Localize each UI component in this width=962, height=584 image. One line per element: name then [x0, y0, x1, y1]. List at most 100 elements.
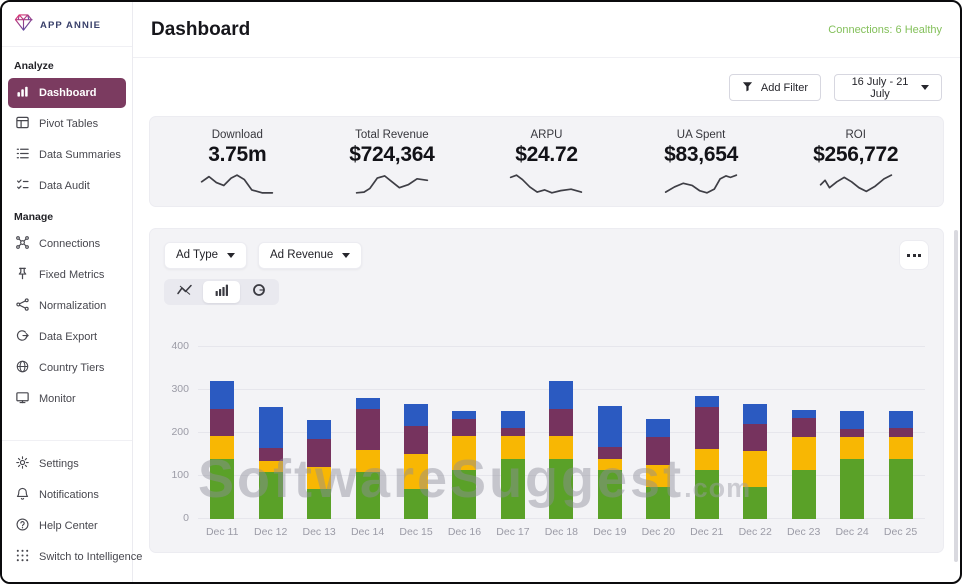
sparkline	[355, 175, 429, 194]
x-tick-label: Dec 18	[544, 526, 579, 538]
bar-dec-21	[694, 396, 719, 519]
sidebar-item-label: Help Center	[39, 520, 98, 532]
y-tick-label: 400	[171, 340, 189, 352]
caret-down-icon	[227, 252, 235, 258]
kpi-card-roi: ROI $256,772	[778, 129, 933, 198]
sidebar-item-switch-to-intelligence[interactable]: Switch to Intelligence	[8, 542, 142, 572]
blue-segment	[743, 403, 768, 424]
scrollbar[interactable]	[954, 230, 958, 562]
blue-segment	[210, 381, 235, 409]
kpi-value: $83,654	[664, 143, 738, 166]
x-axis: Dec 11 Dec 12 Dec 13 Dec 14 Dec 15 Dec 16 Dec …	[198, 519, 929, 542]
sidebar-item-label: Pivot Tables	[39, 118, 99, 130]
yellow-segment	[888, 437, 913, 459]
bar-chart-icon	[215, 283, 229, 301]
more-menu-button[interactable]	[899, 240, 929, 270]
sidebar-item-data-export[interactable]: Data Export	[8, 322, 126, 352]
blue-segment	[597, 406, 622, 447]
bar-dec-13	[307, 420, 332, 519]
yellow-segment	[500, 436, 525, 459]
x-tick-label: Dec 14	[350, 526, 385, 538]
view-toggle-line[interactable]	[166, 281, 203, 303]
purple-segment	[597, 446, 622, 459]
sidebar-item-label: Country Tiers	[39, 362, 105, 374]
blue-segment	[258, 407, 283, 449]
caret-down-icon	[342, 252, 351, 258]
add-filter-button[interactable]: Add Filter	[728, 74, 821, 101]
view-toggle-donut[interactable]	[240, 281, 277, 303]
sidebar-item-help-center[interactable]: Help Center	[8, 511, 126, 541]
x-tick-label: Dec 17	[496, 526, 530, 538]
kpi-value: $724,364	[349, 143, 435, 166]
filter-icon	[742, 81, 753, 95]
blue-segment	[694, 396, 719, 408]
sidebar-item-monitor[interactable]: Monitor	[8, 384, 126, 414]
kpi-card-total-revenue: Total Revenue $724,364	[315, 129, 470, 198]
x-tick-label: Dec 24	[835, 526, 869, 538]
brand-text: APP ANNIE	[40, 19, 102, 31]
sidebar-item-label: Switch to Intelligence	[39, 551, 143, 563]
gridline	[198, 346, 925, 347]
ad-revenue-dropdown[interactable]: Ad Revenue	[258, 241, 363, 269]
green-segment	[307, 488, 332, 519]
sidebar: APP ANNIE Analyze Dashboard Pivot Tables…	[2, 2, 142, 582]
green-segment	[549, 458, 574, 519]
kpi-card-arpu: ARPU $24.72	[469, 129, 624, 198]
stacked-bar-chart: 0 100 200 300 400	[164, 317, 929, 524]
bar-dec-19	[597, 406, 622, 519]
yellow-segment	[646, 465, 671, 487]
monitor-icon	[15, 390, 30, 408]
sidebar-item-pivot-tables[interactable]: Pivot Tables	[8, 109, 126, 139]
logo[interactable]: APP ANNIE	[2, 2, 132, 47]
x-tick-label: Dec 13	[302, 526, 336, 538]
ad-type-label: Ad Type	[176, 249, 218, 261]
green-segment	[355, 471, 380, 519]
green-segment	[500, 458, 525, 519]
blue-segment	[500, 411, 525, 428]
purple-segment	[646, 437, 671, 466]
y-tick-label: 0	[183, 512, 189, 524]
sidebar-item-normalization[interactable]: Normalization	[8, 291, 126, 321]
sparkline	[664, 174, 738, 194]
sidebar-item-label: Fixed Metrics	[39, 269, 105, 281]
purple-segment	[210, 408, 235, 437]
sidebar-item-label: Data Export	[39, 331, 98, 343]
sidebar-item-data-audit[interactable]: Data Audit	[8, 171, 126, 201]
green-segment	[743, 487, 768, 519]
green-segment	[694, 469, 719, 519]
purple-segment	[500, 427, 525, 437]
yellow-segment	[597, 458, 622, 470]
ad-revenue-label: Ad Revenue	[270, 249, 334, 261]
purple-segment	[307, 439, 332, 467]
bar-dec-14	[355, 397, 380, 519]
bell-icon	[15, 486, 30, 504]
kpi-value: 3.75m	[208, 143, 267, 166]
chart-panel: Ad Type Ad Revenue	[149, 228, 944, 553]
sidebar-item-connections[interactable]: Connections	[8, 229, 126, 259]
sidebar-item-notifications[interactable]: Notifications	[8, 480, 126, 510]
view-toggle-bar[interactable]	[203, 281, 240, 303]
date-range-select[interactable]: 16 July - 21 July	[834, 74, 942, 101]
blue-segment	[840, 410, 865, 429]
ad-type-dropdown[interactable]: Ad Type	[164, 241, 247, 269]
green-segment	[452, 469, 477, 519]
sidebar-item-data-summaries[interactable]: Data Summaries	[8, 140, 126, 170]
blue-segment	[355, 397, 380, 409]
sidebar-item-dashboard[interactable]: Dashboard	[8, 78, 126, 108]
sidebar-item-fixed-metrics[interactable]: Fixed Metrics	[8, 260, 126, 290]
caret-down-icon	[921, 85, 929, 90]
kpi-value: $256,772	[813, 143, 899, 166]
sidebar-item-label: Notifications	[39, 489, 99, 501]
sidebar-item-country-tiers[interactable]: Country Tiers	[8, 353, 126, 383]
plot-area	[198, 317, 929, 519]
dashboard-icon	[15, 84, 30, 102]
page-title: Dashboard	[151, 18, 251, 40]
kpi-label: Total Revenue	[355, 129, 429, 141]
sidebar-item-settings[interactable]: Settings	[8, 449, 126, 479]
sidebar-item-label: Monitor	[39, 393, 76, 405]
blue-segment	[452, 411, 477, 420]
green-segment	[646, 486, 671, 519]
sidebar-item-label: Dashboard	[39, 87, 97, 99]
sidebar-section-manage: Manage	[14, 211, 54, 223]
purple-segment	[888, 427, 913, 438]
